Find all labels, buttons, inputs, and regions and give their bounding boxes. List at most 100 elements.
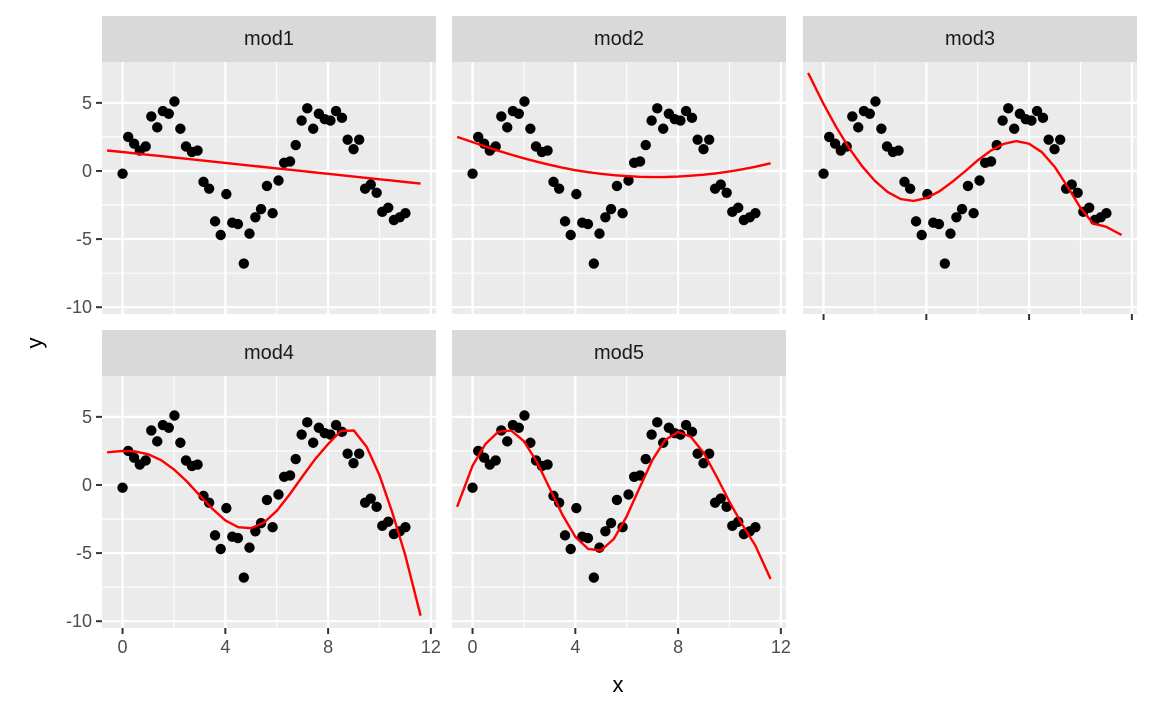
data-point [956, 203, 968, 215]
data-point [876, 123, 887, 134]
data-point [519, 96, 530, 107]
fit-line-mod4 [106, 429, 422, 616]
facet-strip [803, 16, 1137, 62]
data-point [302, 103, 313, 114]
y-tick-label: 0 [82, 161, 92, 181]
facet-strip-label: mod4 [244, 342, 294, 364]
data-point [140, 141, 151, 152]
data-point [646, 115, 657, 126]
data-point [582, 532, 594, 544]
data-point [565, 229, 576, 241]
data-point [703, 134, 715, 145]
data-point [163, 422, 174, 433]
data-point [824, 131, 835, 143]
data-point [146, 425, 157, 436]
data-point [750, 208, 761, 219]
x-tick-label: 8 [673, 637, 683, 657]
data-point [692, 448, 703, 459]
data-point [307, 437, 319, 448]
data-point [750, 522, 761, 533]
data-point [215, 229, 226, 241]
data-point [1003, 103, 1014, 114]
data-point [686, 426, 698, 438]
facet-strip-label: mod2 [594, 28, 644, 50]
data-point [496, 111, 507, 122]
data-point [611, 494, 623, 506]
data-point [467, 482, 478, 493]
data-point [307, 123, 319, 134]
facet-mod2: mod2 [452, 16, 786, 314]
data-point [203, 183, 215, 194]
data-point [169, 410, 180, 421]
data-point [1008, 123, 1020, 134]
data-point [198, 176, 209, 188]
facet-mod5: mod5 [452, 330, 786, 628]
data-point [140, 455, 151, 466]
data-point [571, 502, 582, 514]
data-point [605, 517, 617, 529]
data-point [1101, 208, 1112, 219]
data-point [215, 543, 226, 555]
data-point [634, 470, 646, 481]
data-point [325, 429, 336, 440]
data-point [192, 459, 203, 470]
fit-line-mod2 [456, 135, 771, 179]
data-point [261, 494, 273, 506]
data-point [715, 179, 726, 190]
data-point [117, 482, 128, 493]
data-point [565, 543, 576, 555]
facet-strip-label: mod1 [244, 28, 294, 50]
fit-line-mod1 [106, 149, 421, 185]
y-tick-label: -5 [76, 229, 92, 249]
data-point [192, 145, 203, 156]
data-point [686, 112, 698, 124]
data-point [904, 183, 916, 194]
data-point [336, 112, 348, 124]
y-tick-label: -10 [66, 297, 92, 317]
data-point [933, 218, 945, 230]
data-point [152, 436, 163, 447]
axes: 5 0 -5 -10 5 0 -5 -10 0 4 8 12 0 4 8 12 [66, 93, 1133, 657]
data-point [290, 139, 301, 151]
data-point [553, 183, 565, 194]
data-point [232, 218, 244, 230]
data-point [640, 453, 651, 465]
data-point [559, 216, 571, 227]
data-point [128, 452, 140, 463]
data-point [325, 115, 336, 126]
data-point [1054, 134, 1066, 145]
data-point [1043, 134, 1054, 145]
y-tick-label: 5 [82, 93, 92, 113]
data-point [244, 228, 255, 239]
data-point [273, 175, 284, 186]
data-point [605, 203, 617, 215]
data-point [383, 516, 394, 527]
data-point [290, 453, 301, 465]
data-point [261, 180, 273, 192]
data-point [238, 258, 250, 269]
facet-strip [102, 16, 436, 62]
data-point [330, 105, 342, 117]
data-point [968, 208, 979, 219]
facet-panels: mod1 mod2 mod3 mod4 mod5 [102, 16, 1137, 628]
data-point [284, 470, 296, 481]
data-point [698, 457, 709, 469]
data-point [513, 108, 524, 119]
data-point [255, 203, 267, 215]
data-point [617, 208, 628, 219]
data-point [692, 134, 703, 145]
data-point [652, 417, 663, 428]
data-point [198, 490, 209, 502]
data-point [525, 123, 536, 134]
data-point [623, 175, 634, 186]
data-point [600, 212, 611, 223]
x-tick-label: 12 [771, 637, 791, 657]
data-point [657, 123, 669, 134]
data-point [571, 188, 582, 200]
facet-mod1: mod1 [102, 16, 436, 314]
data-point [939, 258, 951, 269]
data-point [353, 134, 365, 145]
data-point [680, 419, 692, 431]
data-point [721, 501, 732, 512]
